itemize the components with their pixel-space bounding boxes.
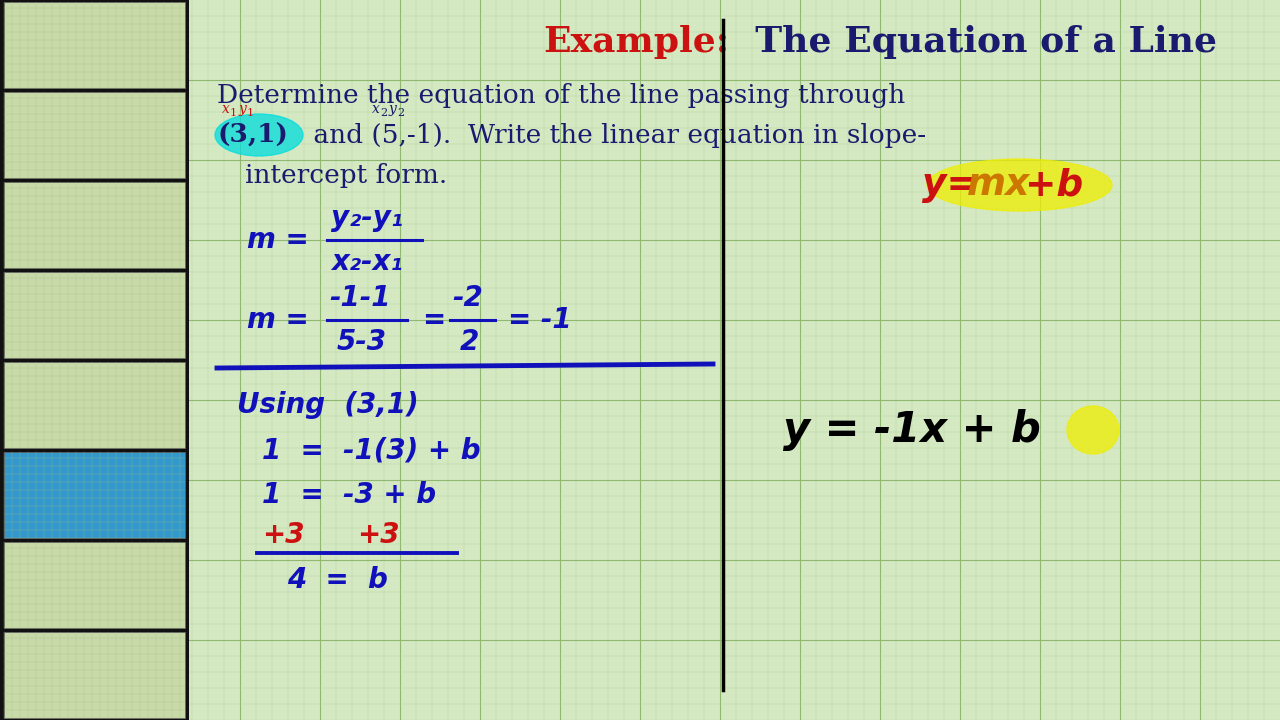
Text: -2: -2	[452, 284, 483, 312]
Text: m =: m =	[247, 226, 308, 254]
Ellipse shape	[215, 114, 303, 156]
Text: y: y	[239, 102, 247, 116]
Text: 4  =  b: 4 = b	[287, 566, 388, 594]
Text: intercept form.: intercept form.	[244, 163, 447, 187]
Ellipse shape	[927, 159, 1112, 211]
Text: 5-3: 5-3	[337, 328, 387, 356]
Text: y: y	[389, 102, 397, 116]
Text: Determine the equation of the line passing through: Determine the equation of the line passi…	[218, 83, 905, 107]
Text: and (5,-1).  Write the linear equation in slope-: and (5,-1). Write the linear equation in…	[305, 122, 927, 148]
Text: =: =	[422, 306, 445, 334]
Bar	[4, 2, 186, 88]
Text: 2: 2	[460, 328, 479, 356]
Text: x₂-x₁: x₂-x₁	[332, 248, 402, 276]
Text: 1: 1	[247, 108, 255, 118]
Text: (3,1): (3,1)	[218, 122, 288, 148]
Bar	[4, 92, 186, 178]
Bar	[4, 542, 186, 628]
Text: +b: +b	[1011, 167, 1083, 203]
Text: 2: 2	[380, 108, 387, 118]
Bar	[4, 452, 186, 538]
Text: Example:: Example:	[544, 25, 730, 59]
Bar	[4, 362, 186, 448]
Text: Using  (3,1): Using (3,1)	[237, 391, 419, 419]
Text: The Equation of a Line: The Equation of a Line	[730, 25, 1216, 59]
Bar	[4, 182, 186, 268]
Text: x: x	[372, 102, 380, 116]
Text: = -1: = -1	[508, 306, 572, 334]
Text: +3: +3	[262, 521, 305, 549]
Text: mx: mx	[966, 167, 1030, 203]
Text: +3: +3	[357, 521, 399, 549]
Text: -1-1: -1-1	[329, 284, 390, 312]
Bar	[0, 0, 189, 720]
Text: m =: m =	[247, 306, 308, 334]
Text: 1: 1	[230, 108, 237, 118]
Bar	[4, 272, 186, 358]
Text: 1  =  -1(3) + b: 1 = -1(3) + b	[262, 436, 480, 464]
Text: y₂-y₁: y₂-y₁	[332, 204, 403, 232]
Bar	[4, 632, 186, 718]
Ellipse shape	[1068, 406, 1119, 454]
Text: 1  =  -3 + b: 1 = -3 + b	[262, 481, 436, 509]
Text: y=: y=	[922, 167, 991, 203]
Text: 2: 2	[397, 108, 404, 118]
Text: x: x	[221, 102, 230, 116]
Text: y = -1x + b: y = -1x + b	[783, 409, 1041, 451]
